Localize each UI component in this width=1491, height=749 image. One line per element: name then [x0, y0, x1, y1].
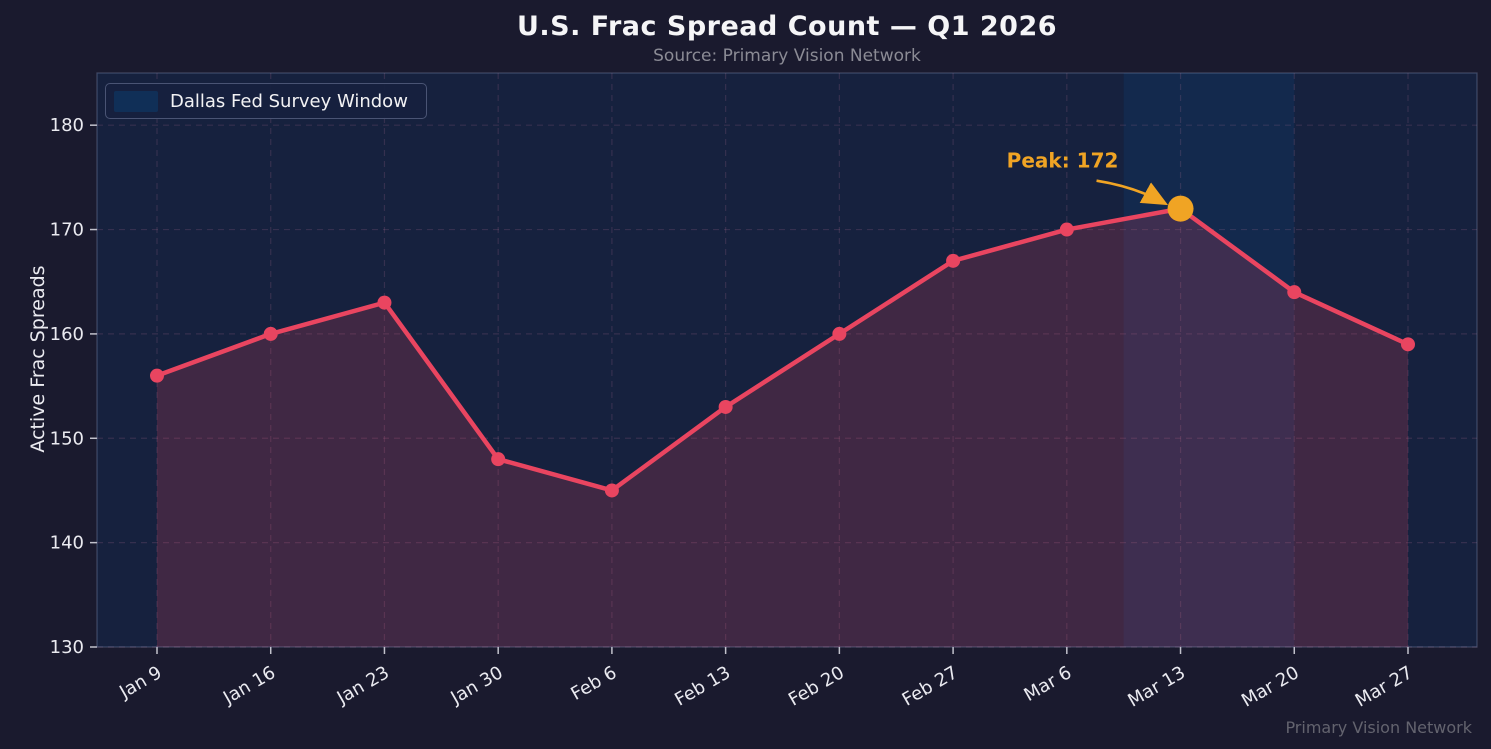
- data-point-marker: [946, 253, 961, 268]
- axes-spine: [96, 72, 1478, 648]
- y-tick-label: 140: [50, 533, 84, 554]
- series-area-fill: [157, 208, 1408, 647]
- data-point-marker: [604, 483, 619, 498]
- x-tick-label: Mar 20: [1238, 662, 1303, 711]
- x-tick-label: Mar 6: [1021, 662, 1076, 706]
- x-tick-label: Jan 9: [115, 662, 165, 703]
- legend-item-label: Dallas Fed Survey Window: [170, 90, 408, 112]
- y-axis-label: Active Frac Spreads: [27, 265, 49, 453]
- chart-title: U.S. Frac Spread Count — Q1 2026: [516, 11, 1058, 42]
- tick-marks: [90, 124, 1409, 654]
- data-point-marker: [1059, 222, 1074, 237]
- peak-annotation-arrow: [1096, 179, 1169, 206]
- data-point-marker: [263, 326, 278, 341]
- data-point-marker: [832, 326, 847, 341]
- legend: Dallas Fed Survey Window: [105, 83, 427, 119]
- x-tick-label: Feb 6: [567, 662, 620, 705]
- y-tick-label: 170: [50, 220, 84, 241]
- data-point-marker: [491, 452, 506, 467]
- peak-marker: [1167, 195, 1194, 222]
- y-tick-label: 130: [50, 637, 84, 658]
- y-tick-labels: 130 140 150 160 170 180: [50, 115, 84, 658]
- y-tick-label: 160: [50, 324, 84, 345]
- data-point-marker: [150, 368, 164, 383]
- x-tick-label: Mar 13: [1124, 662, 1189, 711]
- data-point-marker: [377, 295, 392, 310]
- x-tick-label: Jan 16: [219, 662, 279, 709]
- y-tick-label: 150: [50, 428, 84, 449]
- survey-window-span: [1123, 73, 1295, 647]
- peak-annotation-text: Peak: 172: [1007, 149, 1119, 173]
- chart-subtitle: Source: Primary Vision Network: [653, 46, 921, 66]
- watermark-text: Primary Vision Network: [1285, 718, 1472, 737]
- x-tick-label: Jan 23: [333, 662, 393, 709]
- x-tick-label: Feb 27: [899, 662, 962, 710]
- y-tick-label: 180: [50, 115, 84, 136]
- data-point-marker: [718, 399, 733, 414]
- x-tick-label: Mar 27: [1352, 662, 1417, 711]
- data-point-markers: [150, 222, 1415, 498]
- legend-swatch-survey-window: [114, 90, 158, 112]
- gridlines: [97, 73, 1477, 648]
- data-point-marker: [1400, 337, 1415, 352]
- x-tick-labels: Jan 9 Jan 16 Jan 23 Jan 30 Feb 6 Feb 13 Feb 20…: [115, 662, 1416, 711]
- x-tick-label: Jan 30: [446, 662, 506, 709]
- series-line: [154, 206, 1411, 493]
- plot-area: [97, 73, 1477, 647]
- x-tick-label: Feb 20: [785, 662, 848, 710]
- data-point-marker: [1287, 285, 1302, 300]
- x-tick-label: Feb 13: [671, 662, 734, 710]
